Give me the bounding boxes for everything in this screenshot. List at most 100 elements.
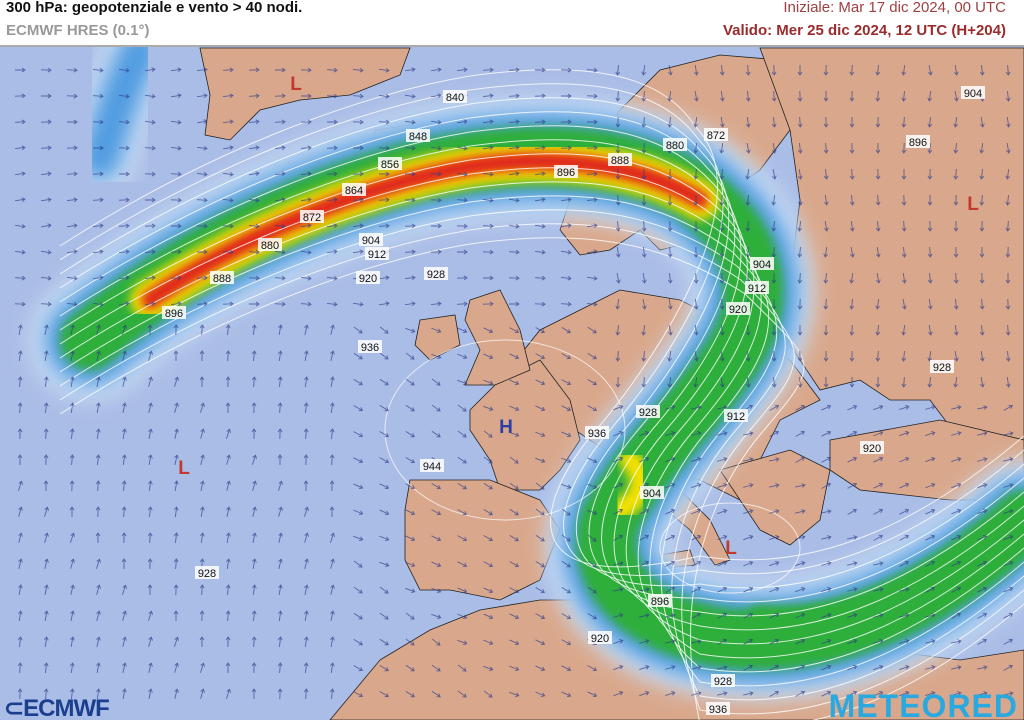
- wind-arrow: [457, 613, 468, 620]
- wind-arrow: [92, 67, 104, 73]
- wind-arrow: [927, 350, 933, 362]
- wind-arrow: [196, 197, 208, 203]
- wind-arrow: [743, 509, 754, 514]
- wind-arrow: [404, 93, 416, 99]
- wind-arrow: [615, 220, 621, 232]
- wind-arrow: [353, 638, 363, 646]
- wind-arrow: [1003, 404, 1014, 411]
- wind-arrow: [483, 587, 494, 594]
- wind-arrow: [560, 67, 572, 73]
- wind-arrow: [457, 664, 467, 672]
- wind-arrow: [1005, 220, 1011, 232]
- wind-arrow: [1005, 90, 1011, 102]
- wind-arrow: [821, 430, 832, 437]
- wind-arrow: [17, 454, 23, 465]
- wind-arrow: [379, 431, 390, 438]
- wind-arrow: [69, 480, 75, 492]
- wind-arrow: [430, 197, 442, 203]
- wind-arrow: [769, 457, 780, 462]
- wind-arrow: [927, 376, 933, 388]
- contour-line: [59, 83, 1024, 576]
- map-title: 300 hPa: geopotenziale e vento > 40 nodi…: [6, 0, 303, 16]
- wind-arrow: [457, 639, 468, 646]
- wind-arrow: [587, 691, 598, 698]
- wind-arrow: [378, 197, 390, 203]
- wind-arrow: [769, 586, 780, 593]
- wind-arrow: [953, 246, 959, 258]
- wind-arrow: [173, 610, 179, 621]
- wind-arrow: [534, 145, 546, 151]
- wind-arrow: [849, 194, 855, 206]
- wind-arrow: [430, 145, 442, 151]
- wind-arrow: [404, 145, 416, 151]
- wind-arrow: [615, 116, 621, 128]
- wind-arrow: [927, 298, 933, 310]
- wind-arrow: [248, 93, 260, 99]
- wind-arrow: [352, 93, 364, 99]
- wind-arrow: [144, 301, 156, 307]
- wind-arrow: [326, 145, 338, 151]
- wind-arrow: [899, 665, 910, 670]
- wind-arrow: [456, 67, 468, 73]
- wind-arrow: [196, 275, 208, 281]
- wind-arrow: [457, 561, 468, 568]
- contour-label: 904: [643, 488, 661, 500]
- wind-arrow: [509, 301, 520, 307]
- wind-arrow: [641, 194, 647, 206]
- wind-arrow: [927, 168, 933, 180]
- wind-arrow: [148, 688, 153, 699]
- wind-arrow: [639, 665, 650, 670]
- wind-arrow: [693, 376, 699, 388]
- wind-arrow: [873, 613, 884, 618]
- wind-arrow: [173, 506, 179, 518]
- contour-label-bg: [648, 594, 672, 607]
- wind-arrow: [665, 508, 676, 515]
- wind-arrow: [925, 482, 936, 489]
- wind-arrow: [849, 64, 855, 76]
- wind-arrow: [615, 64, 621, 76]
- wind-arrow: [144, 67, 156, 72]
- wind-arrow: [899, 456, 910, 463]
- wind-arrow: [1006, 142, 1011, 154]
- wind-arrow: [586, 275, 598, 281]
- wind-arrow: [330, 558, 335, 569]
- wind-arrow: [199, 636, 205, 647]
- wind-arrow: [509, 379, 520, 386]
- wind-arrow: [378, 119, 390, 125]
- wind-arrow: [719, 220, 725, 232]
- wind-arrow: [875, 350, 881, 362]
- jet-band: [745, 515, 1015, 637]
- contour-label-bg: [636, 405, 660, 418]
- wind-arrow: [96, 350, 101, 361]
- wind-arrow: [665, 431, 676, 436]
- wind-arrow: [797, 350, 803, 362]
- wind-arrow: [199, 610, 205, 622]
- wind-arrow: [66, 275, 78, 281]
- wind-arrow: [326, 171, 338, 177]
- wind-arrow: [795, 561, 806, 566]
- wind-arrow: [899, 560, 910, 567]
- wind-arrow: [379, 404, 389, 412]
- wind-arrow: [40, 67, 52, 73]
- wind-arrow: [980, 376, 985, 388]
- wind-arrow: [277, 610, 283, 622]
- wind-arrow: [691, 482, 702, 489]
- wind-arrow: [277, 454, 283, 465]
- wind-arrow: [535, 353, 546, 360]
- wind-arrow: [693, 298, 699, 310]
- wind-arrow: [927, 220, 933, 232]
- wind-arrow: [225, 350, 231, 362]
- contour-label: 928: [198, 568, 216, 580]
- wind-arrow: [44, 584, 49, 595]
- wind-arrow: [483, 690, 493, 698]
- wind-arrow: [925, 639, 936, 644]
- wind-arrow: [899, 613, 910, 618]
- wind-arrow: [404, 275, 416, 281]
- wind-arrow: [586, 249, 598, 254]
- wind-arrow: [849, 377, 855, 388]
- wind-arrow: [327, 119, 338, 125]
- wind-arrow: [274, 93, 286, 99]
- wind-arrow: [17, 350, 23, 362]
- wind-arrow: [457, 690, 467, 698]
